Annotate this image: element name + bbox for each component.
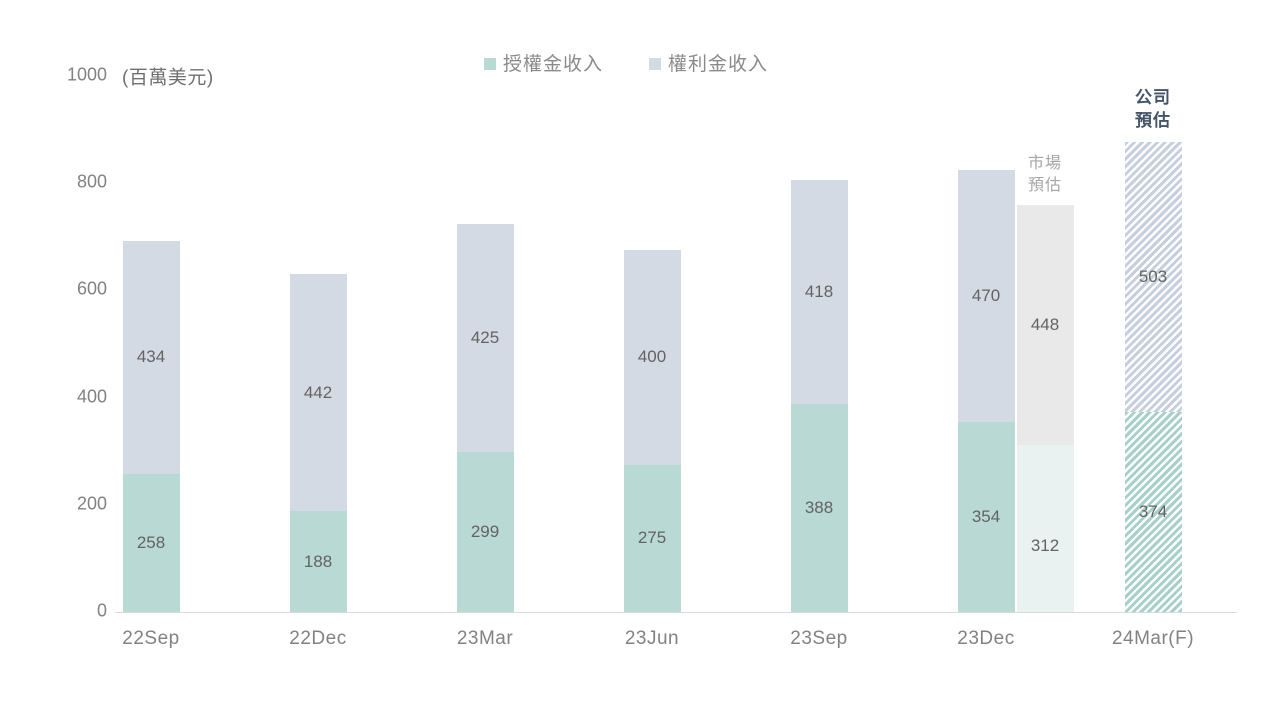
bar-value-label: 275: [637, 528, 667, 548]
bar-segment: [289, 511, 347, 612]
bar-segment: [790, 404, 848, 612]
bar-segment: [456, 451, 514, 612]
bar-value-label: 258: [136, 532, 166, 552]
x-axis-category-label: 24Mar(F): [1111, 628, 1195, 649]
market-estimate-value-label: 448: [1030, 314, 1060, 334]
market-estimate-label: 市場 預估: [1027, 154, 1062, 194]
x-axis-category-label: 23Mar: [456, 628, 514, 649]
bar-value-label: 400: [637, 347, 667, 367]
market-estimate-bar-segment: [1016, 204, 1074, 445]
bar-value-label: 188: [303, 551, 333, 571]
company-estimate-label: 公司 預估: [1135, 87, 1171, 130]
y-axis-tick-label: 0: [96, 600, 107, 621]
legend-item-licensing: 授權金收入: [484, 49, 603, 76]
legend: 授權金收入 權利金收入: [484, 49, 768, 76]
x-axis-category-label: 22Dec: [289, 628, 347, 649]
legend-label-royalty: 權利金收入: [668, 54, 769, 75]
y-axis-tick-label: 1000: [66, 64, 107, 85]
bar-segment: [456, 223, 514, 452]
y-axis-tick-label: 600: [76, 279, 107, 300]
bar-value-label: 374: [1138, 501, 1168, 521]
bar-segment: [122, 241, 180, 474]
bar-value-label: 442: [303, 382, 333, 402]
bar-segment: [122, 473, 180, 612]
x-axis-category-label: 23Dec: [957, 628, 1015, 649]
bar-segment: [623, 464, 681, 612]
x-axis-category-label: 23Sep: [790, 628, 848, 649]
market-estimate-value-label: 312: [1030, 536, 1060, 556]
bar-segment: [957, 422, 1015, 612]
bar-segment: [957, 170, 1015, 423]
x-axis-line: [115, 612, 1237, 613]
forecast-bar-segment: [1124, 141, 1182, 412]
bar-segment: [289, 274, 347, 512]
legend-label-licensing: 授權金收入: [503, 54, 604, 75]
legend-swatch-royalty-icon: [649, 57, 662, 70]
bar-segment: [790, 179, 848, 405]
bar-value-label: 354: [971, 507, 1001, 527]
bar-value-label: 434: [136, 347, 166, 367]
legend-item-royalty: 權利金收入: [649, 49, 768, 76]
bar-value-label: 470: [971, 286, 1001, 306]
y-axis-tick-label: 800: [76, 171, 107, 192]
x-axis-category-label: 23Jun: [624, 628, 680, 649]
bar-segment: [623, 250, 681, 465]
market-estimate-bar-segment: [1016, 444, 1074, 612]
y-axis-tick-label: 200: [76, 493, 107, 514]
legend-swatch-licensing-icon: [484, 57, 496, 70]
bar-value-label: 425: [470, 327, 500, 347]
y-axis-tick-label: 400: [76, 386, 107, 407]
forecast-bar-segment: [1124, 411, 1182, 612]
bar-value-label: 299: [470, 521, 500, 541]
y-axis-unit-label: (百萬美元): [122, 67, 214, 89]
x-axis-category-label: 22Sep: [122, 628, 180, 649]
bar-value-label: 388: [804, 498, 834, 518]
bar-value-label: 418: [804, 282, 834, 301]
bar-value-label: 503: [1138, 266, 1168, 286]
